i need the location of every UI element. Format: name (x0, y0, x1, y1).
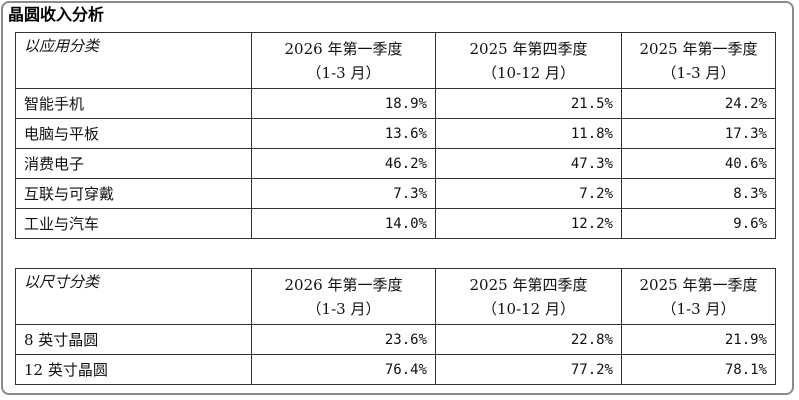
revenue-by-size-table: 以尺寸分类 2026 年第一季度 （1-3 月） 2025 年第四季度 （10-… (15, 268, 776, 385)
table-cell: 23.6% (251, 324, 436, 355)
table-cell: 18.9% (251, 88, 436, 119)
table-row: 12 英寸晶圆 76.4% 77.2% 78.1% (15, 354, 776, 385)
table-cell: 13.6% (251, 118, 436, 149)
column-header: 2025 年第一季度 （1-3 月） (621, 32, 776, 89)
table-cell: 78.1% (621, 354, 776, 385)
column-header: 2026 年第一季度 （1-3 月） (251, 32, 436, 89)
column-period: 2025 年第四季度 (469, 275, 588, 294)
category-header: 以应用分类 (15, 32, 252, 89)
table-cell: 46.2% (251, 148, 436, 179)
table-cell: 9.6% (621, 208, 776, 239)
table-cell: 40.6% (621, 148, 776, 179)
column-period: 2026 年第一季度 (284, 275, 403, 294)
table-row: 8 英寸晶圆 23.6% 22.8% 21.9% (15, 324, 776, 355)
table-row: 电脑与平板 13.6% 11.8% 17.3% (15, 118, 776, 149)
column-months: （10-12 月） (481, 299, 575, 318)
table-cell: 21.9% (621, 324, 776, 355)
table-cell: 7.3% (251, 178, 436, 209)
row-label: 消费电子 (15, 148, 252, 179)
table-cell: 7.2% (435, 178, 622, 209)
revenue-by-application-table: 以应用分类 2026 年第一季度 （1-3 月） 2025 年第四季度 （10-… (15, 32, 776, 239)
table-cell: 24.2% (621, 88, 776, 119)
table-row: 智能手机 18.9% 21.5% 24.2% (15, 88, 776, 119)
column-header: 2026 年第一季度 （1-3 月） (251, 268, 436, 325)
page-title: 晶圆收入分析 (8, 5, 105, 24)
row-label: 电脑与平板 (15, 118, 252, 149)
row-label: 互联与可穿戴 (15, 178, 252, 209)
table-header-row: 以尺寸分类 2026 年第一季度 （1-3 月） 2025 年第四季度 （10-… (15, 268, 776, 325)
category-header: 以尺寸分类 (15, 268, 252, 325)
table-cell: 77.2% (435, 354, 622, 385)
column-header: 2025 年第四季度 （10-12 月） (435, 268, 622, 325)
table-row: 消费电子 46.2% 47.3% 40.6% (15, 148, 776, 179)
table-cell: 12.2% (435, 208, 622, 239)
column-period: 2025 年第一季度 (639, 39, 758, 58)
column-period: 2025 年第四季度 (469, 39, 588, 58)
table-row: 互联与可穿戴 7.3% 7.2% 8.3% (15, 178, 776, 209)
table-cell: 47.3% (435, 148, 622, 179)
row-label: 12 英寸晶圆 (15, 354, 252, 385)
table-cell: 11.8% (435, 118, 622, 149)
row-label: 工业与汽车 (15, 208, 252, 239)
table-header-row: 以应用分类 2026 年第一季度 （1-3 月） 2025 年第四季度 （10-… (15, 32, 776, 89)
column-period: 2026 年第一季度 (284, 39, 403, 58)
column-header: 2025 年第四季度 （10-12 月） (435, 32, 622, 89)
table-cell: 21.5% (435, 88, 622, 119)
column-months: （1-3 月） (306, 299, 381, 318)
table-cell: 17.3% (621, 118, 776, 149)
column-months: （1-3 月） (661, 299, 736, 318)
table-cell: 76.4% (251, 354, 436, 385)
table-cell: 8.3% (621, 178, 776, 209)
table-cell: 22.8% (435, 324, 622, 355)
column-months: （10-12 月） (481, 63, 575, 82)
row-label: 智能手机 (15, 88, 252, 119)
row-label: 8 英寸晶圆 (15, 324, 252, 355)
table-cell: 14.0% (251, 208, 436, 239)
table-row: 工业与汽车 14.0% 12.2% 9.6% (15, 208, 776, 239)
column-header: 2025 年第一季度 （1-3 月） (621, 268, 776, 325)
column-months: （1-3 月） (306, 63, 381, 82)
column-months: （1-3 月） (661, 63, 736, 82)
column-period: 2025 年第一季度 (639, 275, 758, 294)
